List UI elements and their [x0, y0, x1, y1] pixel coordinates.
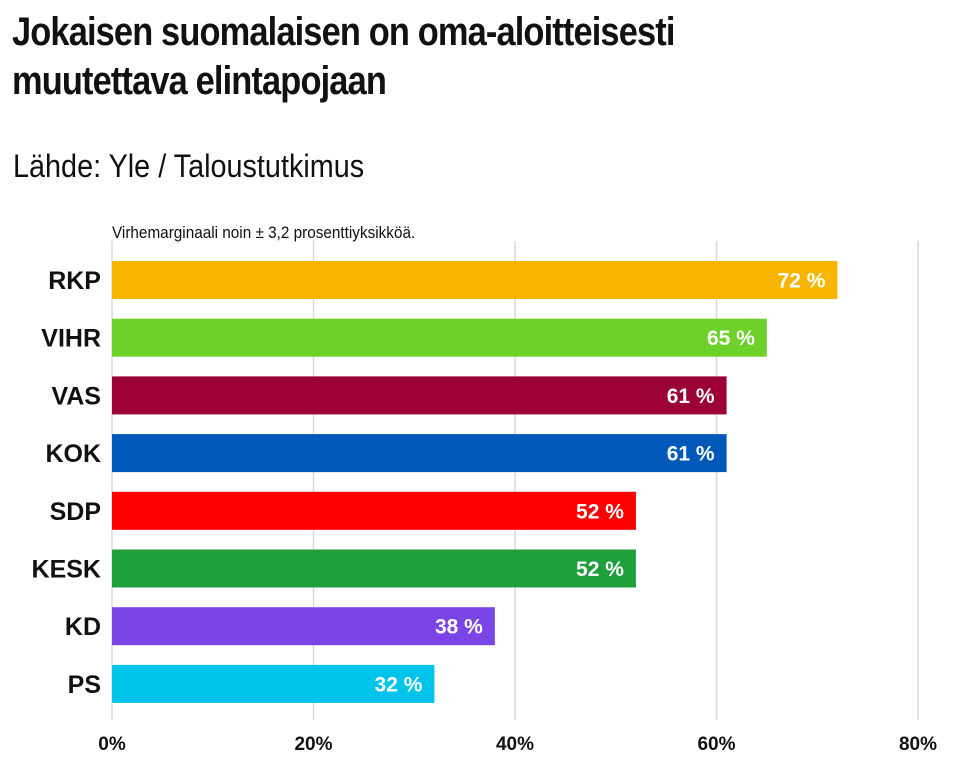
bar-value-label: 65 % — [707, 327, 755, 350]
chart-title: Jokaisen suomalaisen on oma-aloitteisest… — [12, 10, 675, 103]
bar — [112, 318, 767, 357]
category-label: KESK — [32, 556, 101, 584]
x-tick-label: 40% — [496, 734, 534, 755]
margin-of-error-note: Virhemarginaali noin ± 3,2 prosenttiyksi… — [112, 223, 416, 242]
x-tick-label: 20% — [294, 734, 332, 755]
bar — [112, 376, 727, 415]
bar-value-label: 61 % — [667, 443, 715, 466]
bar-value-label: 32 % — [375, 673, 423, 696]
bars: 72 % 65 % 61 % 61 % 52 % 52 % 38 % 32 % — [112, 261, 838, 703]
bar-value-label: 38 % — [435, 616, 483, 639]
bar — [112, 261, 838, 299]
category-label: KD — [65, 613, 101, 641]
category-label: KOK — [45, 440, 101, 468]
bar — [112, 491, 636, 530]
chart-subtitle: Lähde: Yle / Taloustutkimus — [13, 148, 365, 184]
category-label: VIHR — [41, 325, 101, 353]
bar — [112, 607, 495, 646]
bar-value-label: 52 % — [576, 558, 624, 581]
bar-value-label: 61 % — [667, 385, 715, 408]
bar — [112, 434, 727, 473]
grid-lines — [111, 241, 919, 720]
x-tick-label: 0% — [98, 734, 126, 755]
bar-value-label: 52 % — [576, 500, 624, 523]
x-tick-label: 80% — [899, 734, 937, 755]
bar — [112, 664, 435, 703]
x-axis-tick-labels: 0% 20% 40% 60% 80% — [98, 734, 937, 755]
category-label: PS — [68, 671, 101, 699]
bar-value-label: 72 % — [778, 270, 826, 293]
category-labels: RKP VIHR VAS KOK SDP KESK KD PS — [32, 267, 101, 699]
category-label: VAS — [51, 382, 101, 410]
bar — [112, 549, 636, 588]
category-label: SDP — [50, 498, 101, 526]
category-label: RKP — [48, 267, 101, 295]
x-tick-label: 60% — [697, 734, 735, 755]
